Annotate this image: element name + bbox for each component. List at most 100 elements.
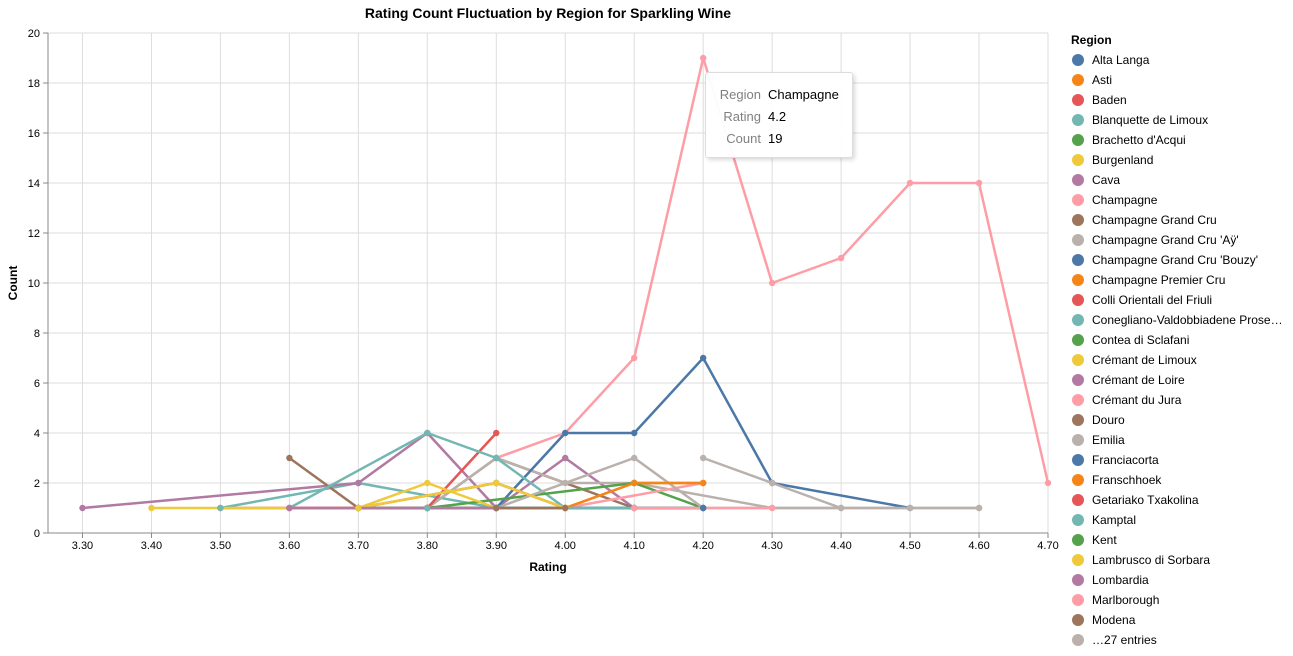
x-tick-label: 3.50	[210, 540, 231, 552]
data-point[interactable]	[79, 504, 86, 512]
tooltip: Region Champagne Rating 4.2 Count 19	[705, 72, 853, 158]
data-point[interactable]	[699, 454, 707, 462]
legend-swatch	[1072, 254, 1084, 266]
data-point[interactable]	[631, 354, 638, 362]
data-point[interactable]	[562, 504, 569, 512]
x-tick-label: 3.60	[279, 540, 300, 552]
data-point[interactable]	[631, 454, 638, 462]
x-tick-label: 3.30	[72, 540, 93, 552]
tooltip-key: Region	[719, 86, 761, 102]
data-point[interactable]	[631, 504, 638, 512]
y-tick-label: 4	[34, 428, 40, 440]
y-axis-title: Count	[6, 266, 20, 301]
legend-label: Baden	[1092, 93, 1127, 107]
data-point[interactable]	[355, 479, 362, 487]
legend-label: Champagne Premier Cru	[1092, 273, 1225, 287]
legend-swatch	[1072, 474, 1084, 486]
legend-swatch	[1072, 594, 1084, 606]
data-point[interactable]	[906, 179, 914, 187]
legend-swatch	[1072, 74, 1084, 86]
x-tick-label: 4.40	[830, 540, 851, 552]
data-point[interactable]	[699, 54, 707, 62]
y-tick-label: 16	[28, 128, 40, 140]
tooltip-key: Count	[726, 130, 761, 146]
x-tick-label: 3.80	[417, 540, 438, 552]
y-tick-label: 8	[34, 328, 40, 340]
data-point[interactable]	[493, 429, 500, 437]
x-tick-label: 4.10	[623, 540, 644, 552]
x-tick-label: 4.20	[692, 540, 713, 552]
legend-swatch	[1072, 274, 1084, 286]
x-tick-label: 4.00	[555, 540, 576, 552]
legend-swatch	[1072, 154, 1084, 166]
data-point[interactable]	[286, 454, 293, 462]
y-tick-label: 2	[34, 478, 40, 490]
legend-swatch	[1072, 54, 1084, 66]
legend-swatch	[1072, 294, 1084, 306]
legend-swatch	[1072, 554, 1084, 566]
legend-label: Colli Orientali del Friuli	[1092, 293, 1212, 307]
tooltip-row-count: Count 19	[706, 127, 852, 149]
data-point[interactable]	[631, 429, 638, 437]
data-point[interactable]	[562, 454, 569, 462]
legend-swatch	[1072, 214, 1084, 226]
data-point[interactable]	[493, 504, 500, 512]
data-point[interactable]	[699, 504, 707, 512]
series-points	[79, 54, 1052, 512]
data-point[interactable]	[424, 429, 431, 437]
tooltip-key: Rating	[723, 108, 761, 124]
data-point[interactable]	[975, 179, 983, 187]
data-point[interactable]	[217, 504, 224, 512]
data-point[interactable]	[493, 454, 500, 462]
legend-label: Champagne Grand Cru 'Aÿ'	[1092, 233, 1239, 247]
series-line[interactable]	[495, 356, 911, 510]
legend-swatch	[1072, 494, 1084, 506]
legend-label: Alta Langa	[1092, 53, 1150, 67]
legend-swatch	[1072, 634, 1084, 646]
x-tick-label: 3.40	[141, 540, 162, 552]
series-line[interactable]	[426, 432, 498, 509]
legend-swatch	[1072, 394, 1084, 406]
legend-label: Kent	[1092, 533, 1117, 547]
data-point[interactable]	[424, 479, 431, 487]
legend-swatch	[1072, 574, 1084, 586]
data-point[interactable]	[631, 479, 638, 487]
legend-label: Franciacorta	[1092, 453, 1159, 467]
y-tick-label: 0	[34, 528, 40, 540]
data-point[interactable]	[286, 504, 293, 512]
data-point[interactable]	[1044, 479, 1052, 487]
legend-swatch	[1072, 234, 1084, 246]
data-point[interactable]	[975, 504, 983, 512]
tooltip-value: 4.2	[768, 108, 787, 124]
legend-label: Crémant de Loire	[1092, 373, 1185, 387]
y-tick-label: 12	[28, 228, 40, 240]
legend-label: Emilia	[1092, 433, 1125, 447]
data-point[interactable]	[562, 429, 569, 437]
data-point[interactable]	[424, 504, 431, 512]
tooltip-row-region: Region Champagne	[706, 83, 852, 105]
y-tick-label: 10	[28, 278, 40, 290]
legend-swatch	[1072, 454, 1084, 466]
data-point[interactable]	[837, 504, 845, 512]
legend-label: Blanquette de Limoux	[1092, 113, 1208, 127]
data-point[interactable]	[699, 354, 707, 362]
series-line[interactable]	[564, 481, 704, 510]
data-point[interactable]	[493, 479, 500, 487]
legend-label: Lombardia	[1092, 573, 1149, 587]
data-point[interactable]	[768, 279, 776, 287]
data-point[interactable]	[768, 504, 776, 512]
legend-label: Kamptal	[1092, 513, 1136, 527]
legend-label: Cava	[1092, 173, 1120, 187]
data-point[interactable]	[906, 504, 914, 512]
grid	[48, 32, 1049, 534]
data-point[interactable]	[837, 254, 845, 262]
x-tick-label: 4.50	[899, 540, 920, 552]
data-point[interactable]	[562, 479, 569, 487]
data-point[interactable]	[768, 479, 776, 487]
data-point[interactable]	[699, 479, 707, 487]
legend-label: Lambrusco di Sorbara	[1092, 553, 1210, 567]
legend-swatch	[1072, 414, 1084, 426]
data-point[interactable]	[355, 504, 362, 512]
data-point[interactable]	[148, 504, 155, 512]
